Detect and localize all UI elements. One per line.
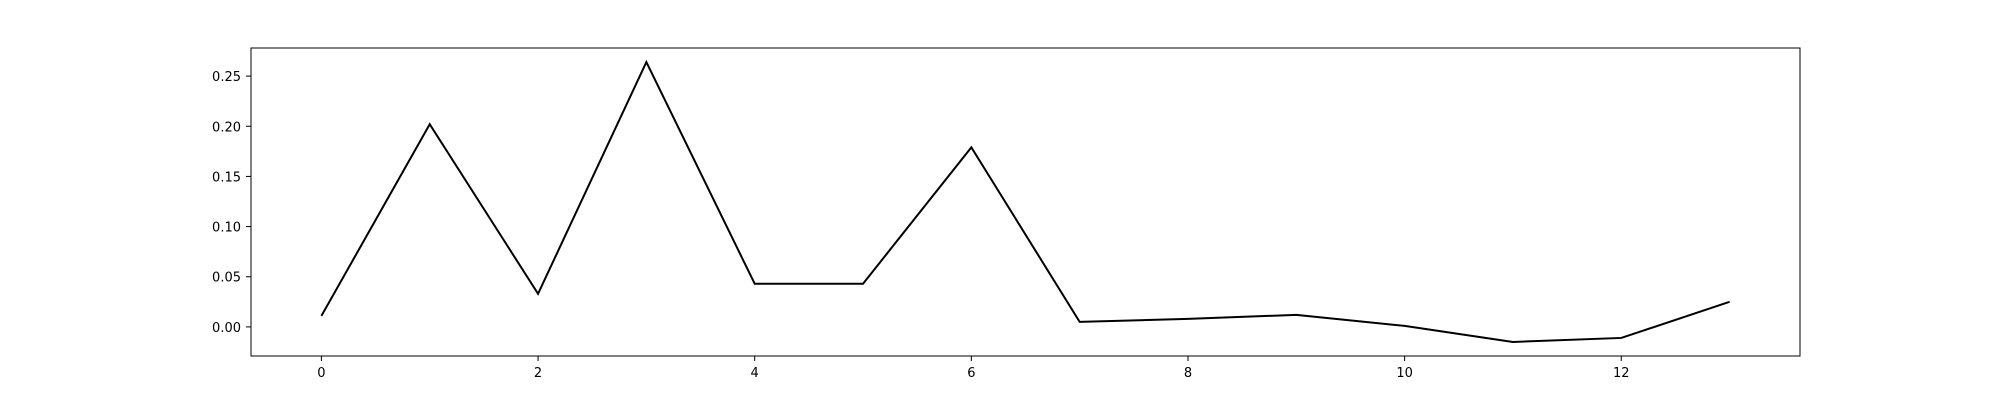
y-tick-label: 0.20 — [212, 120, 241, 135]
plot-area-frame — [250, 47, 1801, 357]
series-layer — [320, 59, 1730, 343]
y-tick-label: 0.10 — [212, 221, 241, 236]
x-tick-label: 4 — [751, 366, 759, 381]
x-tick-label: 0 — [317, 366, 325, 381]
y-tick-label: 0.15 — [212, 170, 241, 185]
y-tick-label: 0.00 — [212, 321, 241, 336]
x-tick-label: 2 — [534, 366, 542, 381]
y-axis-ticks: 0.00 0.05 0.10 0.15 0.20 0.25 — [212, 70, 251, 336]
y-tick-label: 0.25 — [212, 70, 241, 85]
x-tick-label: 6 — [967, 366, 975, 381]
x-axis-ticks: 0 2 4 6 8 10 12 — [317, 356, 1630, 381]
series-line-0 — [320, 59, 1730, 343]
x-tick-label: 8 — [1184, 366, 1192, 381]
x-tick-label: 12 — [1613, 366, 1630, 381]
y-tick-label: 0.05 — [212, 271, 241, 286]
x-tick-label: 10 — [1396, 366, 1413, 381]
